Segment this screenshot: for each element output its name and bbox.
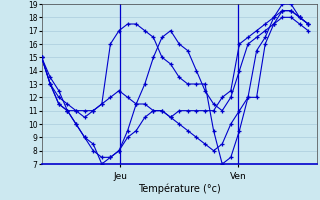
- X-axis label: Température (°c): Température (°c): [138, 183, 220, 194]
